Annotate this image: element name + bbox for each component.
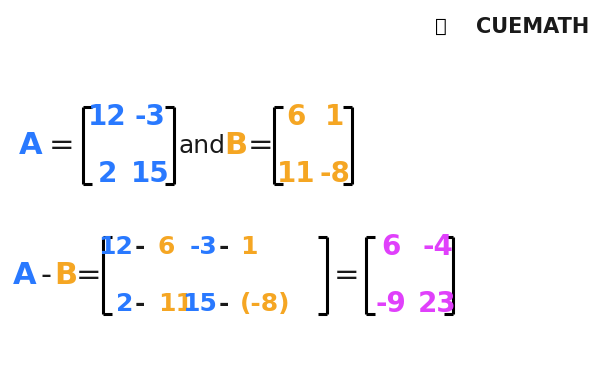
Text: 23: 23 [418, 290, 457, 319]
Text: -3: -3 [190, 235, 217, 259]
Text: -: - [135, 293, 144, 316]
Text: -: - [218, 293, 228, 316]
Text: =: = [247, 131, 273, 160]
Text: 6: 6 [381, 233, 400, 261]
Text: =: = [334, 261, 360, 290]
Text: A: A [13, 261, 36, 290]
Text: 1: 1 [325, 103, 345, 131]
Text: CUEMATH: CUEMATH [476, 17, 589, 37]
Text: -: - [218, 235, 228, 259]
Text: 12: 12 [99, 235, 133, 259]
Text: 15: 15 [182, 293, 217, 316]
Text: A: A [19, 131, 42, 160]
Text: 12: 12 [88, 103, 127, 131]
Text: 2: 2 [116, 293, 133, 316]
Text: -9: -9 [375, 290, 406, 319]
Text: 11: 11 [277, 160, 315, 188]
Text: 6: 6 [286, 103, 306, 131]
Text: 11: 11 [158, 293, 193, 316]
Text: =: = [76, 261, 102, 290]
Text: 1: 1 [240, 235, 258, 259]
Text: 2: 2 [97, 160, 117, 188]
Text: -: - [135, 235, 144, 259]
Text: =: = [48, 131, 74, 160]
Text: -4: -4 [422, 233, 453, 261]
Text: (-8): (-8) [240, 293, 291, 316]
Text: B: B [224, 131, 247, 160]
Text: -3: -3 [135, 103, 165, 131]
Text: 6: 6 [158, 235, 175, 259]
Text: -: - [40, 261, 51, 290]
Text: 15: 15 [130, 160, 170, 188]
Text: B: B [54, 261, 78, 290]
Text: and: and [179, 134, 225, 157]
Text: -8: -8 [319, 160, 350, 188]
Text: 🚀: 🚀 [435, 17, 447, 36]
